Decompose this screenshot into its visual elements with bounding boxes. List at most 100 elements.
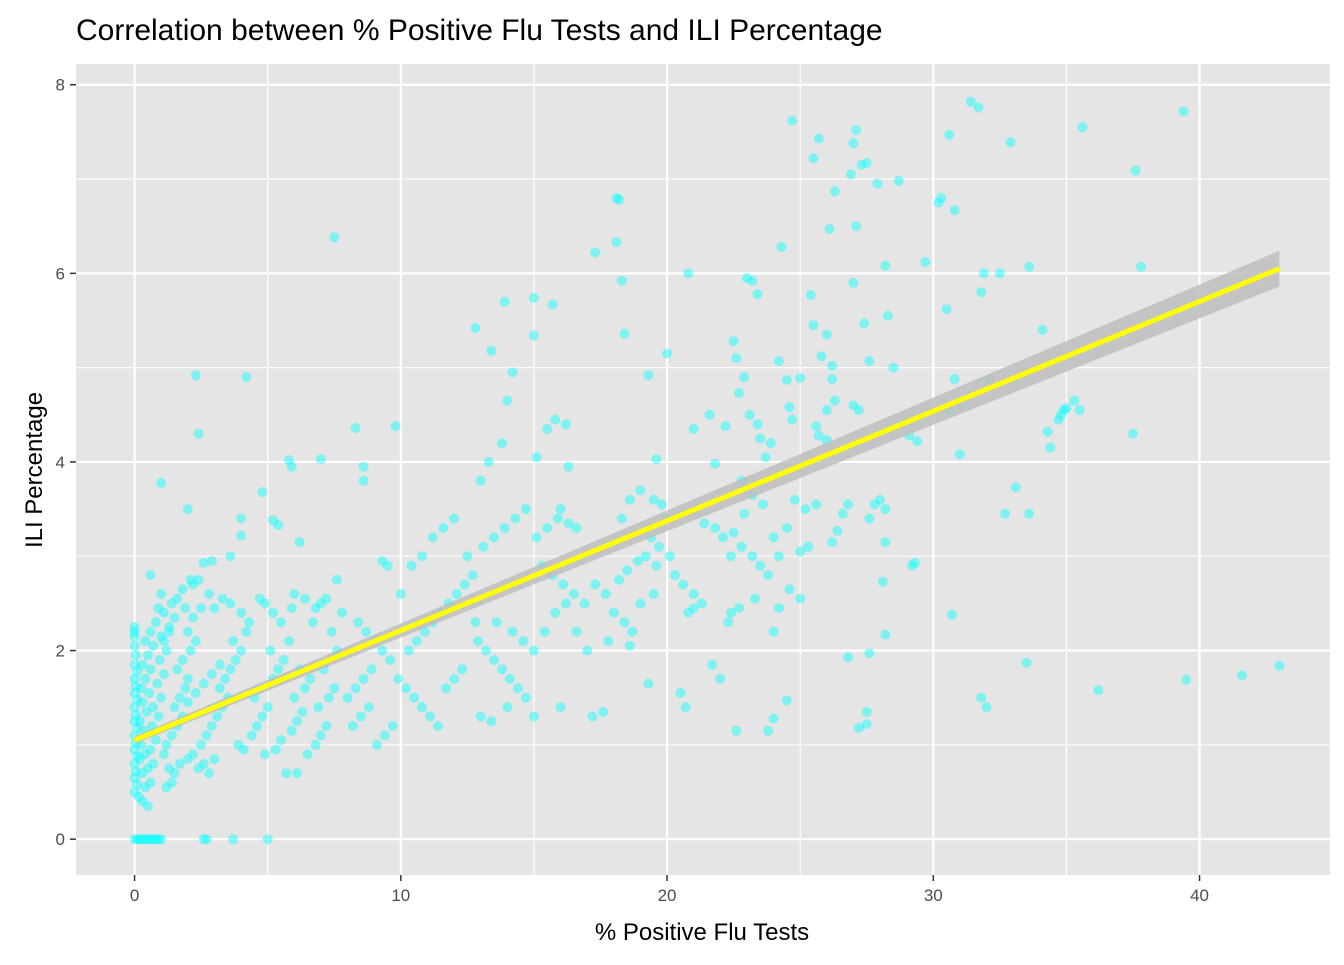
data-point	[864, 356, 875, 367]
data-point	[236, 645, 247, 656]
data-point	[744, 409, 755, 420]
data-point	[587, 711, 598, 722]
data-point	[462, 551, 473, 562]
data-point	[262, 834, 273, 845]
data-point	[547, 299, 558, 310]
data-point	[851, 125, 862, 135]
data-point	[773, 551, 784, 562]
data-point	[252, 721, 262, 731]
data-point	[470, 323, 481, 333]
data-point	[132, 722, 143, 733]
data-point	[142, 650, 153, 661]
data-point	[632, 556, 643, 566]
data-point	[603, 636, 614, 647]
data-point	[520, 692, 531, 703]
data-point	[172, 664, 183, 675]
data-point	[965, 96, 976, 107]
data-point	[611, 192, 622, 203]
data-point	[182, 697, 193, 708]
data-point	[129, 622, 140, 632]
y-axis-title: ILI Percentage	[21, 392, 48, 548]
data-point	[286, 725, 297, 736]
data-point	[140, 782, 151, 793]
data-point	[497, 438, 507, 449]
data-point	[137, 834, 148, 845]
data-point	[337, 607, 348, 618]
data-point	[550, 414, 561, 425]
data-point	[680, 702, 691, 713]
data-point	[728, 336, 739, 347]
data-point	[140, 673, 151, 684]
data-point	[209, 603, 220, 614]
data-point	[137, 659, 148, 670]
data-point	[148, 834, 159, 845]
data-point	[1136, 261, 1146, 272]
data-point	[169, 612, 180, 623]
data-point	[752, 289, 763, 300]
data-point	[976, 692, 987, 703]
data-point	[153, 711, 164, 722]
y-tick-label: 6	[56, 264, 65, 283]
data-point	[156, 631, 167, 642]
data-point	[755, 433, 766, 444]
data-point	[150, 834, 161, 845]
data-point	[350, 423, 361, 433]
data-point	[1237, 670, 1248, 681]
data-point	[166, 730, 177, 741]
data-point	[571, 523, 582, 533]
data-point	[276, 735, 286, 746]
data-point	[752, 419, 763, 430]
data-point	[228, 636, 239, 647]
data-point	[347, 721, 358, 731]
data-point	[949, 374, 960, 384]
data-point	[787, 115, 798, 126]
data-point	[808, 153, 819, 164]
data-point	[225, 551, 236, 562]
data-point	[773, 603, 784, 614]
data-point	[497, 664, 507, 675]
data-point	[624, 640, 635, 651]
data-point	[978, 268, 989, 279]
data-point	[994, 268, 1005, 279]
data-point	[475, 475, 486, 486]
data-point	[747, 551, 758, 562]
data-point	[206, 721, 217, 731]
data-point	[635, 598, 646, 609]
data-point	[185, 645, 196, 656]
data-point	[845, 169, 856, 180]
data-point	[784, 584, 795, 595]
data-point	[829, 395, 840, 406]
data-point	[481, 645, 491, 656]
data-point	[188, 612, 199, 623]
data-point	[651, 560, 662, 571]
data-point	[1181, 674, 1192, 685]
data-point	[699, 518, 710, 529]
data-point	[214, 683, 225, 694]
data-point	[800, 504, 811, 515]
data-point	[555, 504, 566, 515]
data-point	[198, 678, 209, 689]
data-point	[813, 430, 824, 441]
data-point	[145, 626, 156, 637]
data-point	[193, 428, 204, 439]
data-point	[169, 702, 180, 713]
data-point	[1061, 403, 1072, 414]
data-point	[563, 461, 574, 472]
data-point	[284, 455, 294, 466]
data-point	[425, 711, 436, 722]
data-point	[190, 636, 201, 647]
data-point	[763, 725, 774, 736]
data-point	[433, 721, 444, 731]
data-point	[848, 277, 859, 288]
data-point	[616, 275, 627, 286]
plot-panel	[76, 64, 1330, 875]
data-point	[718, 532, 728, 543]
data-point	[129, 772, 140, 783]
data-point	[528, 292, 539, 303]
data-point	[182, 673, 193, 684]
data-point	[198, 557, 209, 568]
x-tick-label: 0	[130, 886, 139, 905]
data-point	[230, 655, 241, 665]
data-point	[358, 475, 369, 486]
data-point	[805, 290, 816, 300]
